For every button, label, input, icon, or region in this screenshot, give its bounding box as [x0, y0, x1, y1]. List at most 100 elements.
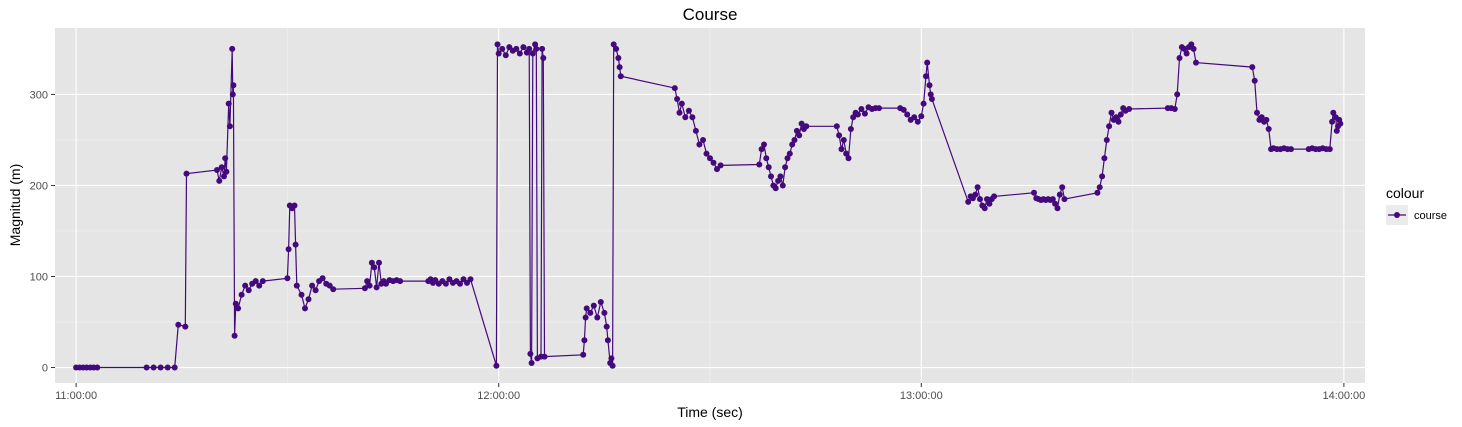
- data-point: [858, 106, 865, 112]
- data-point: [601, 309, 608, 316]
- data-point: [171, 364, 178, 371]
- data-point: [920, 100, 927, 107]
- y-axis-ticks: 0 100 200 300: [30, 89, 55, 375]
- data-point: [284, 275, 291, 282]
- data-point: [371, 264, 378, 271]
- y-tick-label: 200: [30, 180, 48, 192]
- data-point: [1101, 155, 1108, 162]
- series-layer: [73, 41, 1344, 371]
- data-point: [529, 50, 536, 57]
- data-point: [232, 300, 239, 307]
- data-point: [610, 41, 617, 48]
- data-point: [292, 241, 299, 248]
- data-point: [520, 44, 527, 51]
- data-point: [840, 137, 847, 143]
- data-point: [245, 287, 252, 294]
- data-point: [608, 355, 615, 362]
- data-point: [671, 85, 678, 92]
- data-point: [540, 55, 547, 61]
- data-point: [784, 155, 791, 162]
- data-point: [293, 282, 300, 289]
- data-point: [786, 150, 793, 157]
- data-point: [590, 302, 597, 309]
- data-point: [302, 305, 308, 312]
- data-point: [298, 291, 305, 298]
- data-point: [216, 177, 223, 184]
- data-point: [183, 170, 190, 177]
- data-point: [707, 155, 713, 162]
- data-point: [918, 113, 925, 120]
- data-point: [845, 155, 852, 162]
- data-point: [222, 155, 229, 162]
- data-point: [604, 337, 611, 344]
- data-point: [1031, 189, 1037, 196]
- data-point: [761, 141, 767, 148]
- data-point: [1251, 77, 1258, 84]
- data-point: [689, 114, 696, 121]
- data-point: [1288, 146, 1294, 153]
- data-point: [1176, 55, 1183, 61]
- data-point: [833, 123, 840, 130]
- data-point: [924, 59, 931, 66]
- data-point: [986, 200, 993, 207]
- data-point: [1056, 191, 1063, 198]
- data-point: [164, 364, 171, 371]
- data-point: [143, 364, 150, 371]
- data-point: [231, 332, 238, 339]
- data-point: [616, 64, 623, 71]
- data-point: [861, 110, 868, 117]
- data-point: [583, 305, 590, 312]
- data-point: [494, 41, 501, 48]
- data-point: [775, 177, 782, 184]
- data-point: [714, 166, 720, 173]
- data-point: [843, 150, 850, 157]
- data-point: [467, 276, 474, 283]
- data-point: [1052, 200, 1059, 207]
- data-point: [700, 137, 706, 143]
- data-point: [1188, 41, 1195, 48]
- data-point: [1326, 146, 1333, 153]
- data-point: [617, 73, 624, 80]
- data-point: [587, 309, 594, 316]
- data-point: [1061, 196, 1068, 203]
- data-point: [1117, 111, 1124, 118]
- data-point: [368, 259, 375, 266]
- data-point: [765, 164, 772, 171]
- legend-title: colour: [1386, 185, 1424, 201]
- data-point: [226, 123, 233, 130]
- data-point: [242, 282, 249, 289]
- data-point: [972, 191, 979, 198]
- data-point: [229, 91, 236, 98]
- data-point: [685, 107, 692, 114]
- data-point: [157, 364, 164, 371]
- data-point: [756, 161, 763, 168]
- data-point: [926, 82, 933, 89]
- data-point: [259, 278, 266, 285]
- data-point: [676, 109, 683, 116]
- data-point: [495, 50, 502, 57]
- data-point: [1059, 184, 1066, 191]
- x-tick-label: 12:00:00: [477, 390, 520, 402]
- data-point: [291, 202, 298, 209]
- data-point: [1106, 123, 1113, 130]
- data-point: [696, 141, 703, 148]
- data-point: [803, 123, 810, 130]
- data-point: [1263, 116, 1270, 123]
- data-point: [1099, 173, 1106, 180]
- data-point: [229, 45, 236, 52]
- data-point: [1254, 109, 1260, 116]
- data-point: [1171, 106, 1178, 112]
- data-point: [674, 96, 681, 102]
- data-point: [927, 91, 934, 98]
- data-point: [772, 185, 779, 192]
- data-point: [914, 118, 921, 125]
- data-point: [911, 114, 918, 121]
- data-point: [150, 364, 157, 371]
- data-point: [230, 82, 237, 89]
- data-point: [309, 282, 316, 289]
- data-point: [225, 100, 232, 107]
- data-point: [532, 41, 539, 48]
- legend-label-course: course: [1414, 210, 1447, 222]
- data-point: [791, 137, 798, 143]
